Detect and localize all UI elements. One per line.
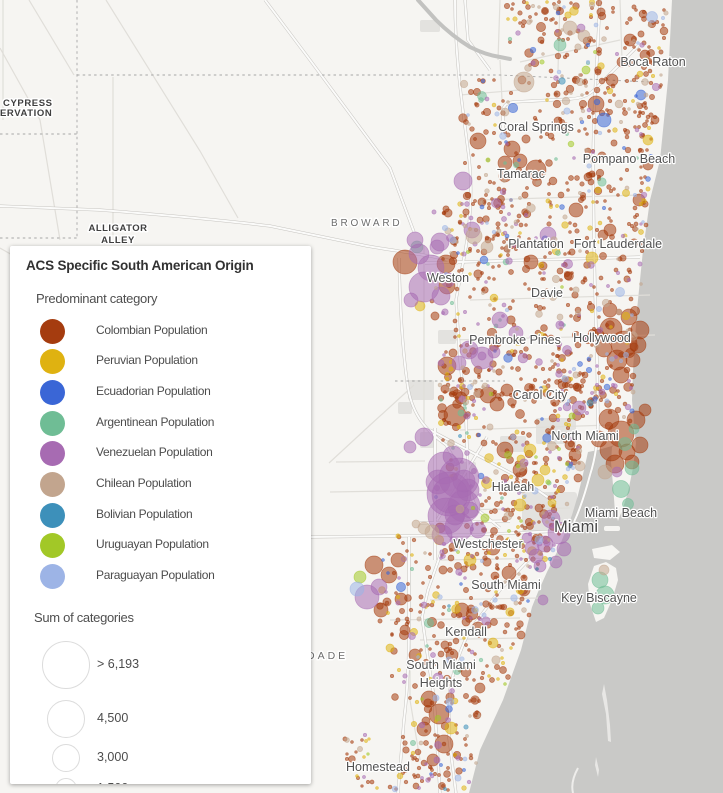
svg-text:Homestead: Homestead: [346, 760, 410, 774]
svg-text:Carol City: Carol City: [513, 388, 569, 402]
svg-text:Kendall: Kendall: [445, 625, 487, 639]
svg-text:Hollywood: Hollywood: [573, 331, 631, 345]
svg-text:ERVATION: ERVATION: [0, 108, 52, 119]
svg-text:ALLEY: ALLEY: [101, 235, 135, 246]
svg-text:Coral Springs: Coral Springs: [498, 120, 574, 134]
svg-text:Pompano Beach: Pompano Beach: [583, 152, 675, 166]
svg-text:Key Biscayne: Key Biscayne: [561, 591, 637, 605]
svg-text:Plantation: Plantation: [508, 237, 564, 251]
svg-text:BROWARD: BROWARD: [331, 218, 402, 229]
svg-text:DADE: DADE: [307, 650, 348, 662]
svg-text:Weston: Weston: [427, 271, 469, 285]
svg-text:Pembroke Pines: Pembroke Pines: [469, 333, 561, 347]
svg-text:Tamarac: Tamarac: [497, 167, 545, 181]
svg-text:Heights: Heights: [420, 676, 462, 690]
svg-text:Hialeah: Hialeah: [492, 480, 534, 494]
svg-text:Fort Lauderdale: Fort Lauderdale: [574, 237, 662, 251]
svg-text:South Miami: South Miami: [471, 578, 540, 592]
svg-text:Miami Beach: Miami Beach: [585, 506, 657, 520]
svg-text:South Miami: South Miami: [406, 658, 475, 672]
svg-text:Davie: Davie: [531, 286, 563, 300]
svg-text:ALLIGATOR: ALLIGATOR: [88, 223, 147, 234]
svg-text:North Miami: North Miami: [551, 429, 618, 443]
svg-text:CYPRESS: CYPRESS: [3, 98, 53, 109]
svg-text:Westchester: Westchester: [453, 537, 522, 551]
svg-text:Boca Raton: Boca Raton: [620, 55, 685, 69]
svg-text:Miami: Miami: [554, 518, 598, 536]
